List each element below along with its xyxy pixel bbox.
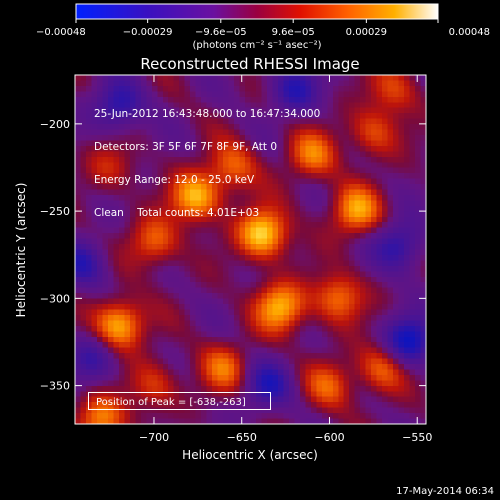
y-tick-label: −200: [40, 118, 70, 131]
colorbar-tick-label: 0.00048: [449, 27, 490, 38]
x-tick-label: −600: [314, 431, 344, 444]
x-tick-label: −700: [139, 431, 169, 444]
colorbar-tick-label: 0.00029: [346, 27, 387, 38]
y-tick-label: −250: [40, 205, 70, 218]
axis-ticks: −700 −650 −600 −550 −350 −300 −250 −200: [40, 75, 432, 444]
colorbar-tick-label: −0.00029: [123, 27, 173, 38]
timestamp: 17-May-2014 06:34: [396, 486, 494, 497]
colorbar-tick-label: −9.6e−05: [195, 27, 247, 38]
colorbar: [75, 3, 439, 20]
colorbar-tick-label: 9.6e−05: [272, 27, 315, 38]
colorbar-units: (photons cm⁻² s⁻¹ asec⁻²): [192, 40, 321, 51]
annotation-line: 25-Jun-2012 16:43:48.000 to 16:47:34.000: [94, 108, 321, 120]
colorbar-ticks: −0.00048 −0.00029 −9.6e−05 9.6e−05 0.00029 0.…: [36, 19, 490, 38]
chart-title: Reconstructed RHESSI Image: [140, 55, 359, 73]
colorbar-tick-label: −0.00048: [36, 27, 86, 38]
peak-position-label: Position of Peak = [-638,-263]: [96, 397, 246, 408]
y-axis-label: Heliocentric Y (arcsec): [14, 183, 28, 318]
x-tick-label: −650: [227, 431, 257, 444]
peak-position-box: [88, 392, 271, 410]
x-tick-label: −550: [402, 431, 432, 444]
y-tick-label: −350: [40, 380, 70, 393]
annotation-block: 25-Jun-2012 16:43:48.000 to 16:47:34.000…: [94, 87, 320, 230]
x-axis-label: Heliocentric X (arcsec): [182, 448, 318, 462]
plot-frame: [74, 74, 427, 425]
heatmap-image: [75, 75, 426, 424]
annotation-line: Detectors: 3F 5F 6F 7F 8F 9F, Att 0: [94, 141, 278, 153]
annotation-line: Clean Total counts: 4.01E+03: [94, 207, 260, 219]
image-plot: [74, 74, 427, 425]
y-tick-label: −300: [40, 292, 70, 305]
annotation-line: Energy Range: 12.0 - 25.0 keV: [94, 174, 255, 186]
